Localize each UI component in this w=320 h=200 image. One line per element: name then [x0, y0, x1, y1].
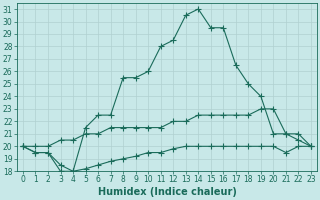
X-axis label: Humidex (Indice chaleur): Humidex (Indice chaleur) — [98, 187, 236, 197]
